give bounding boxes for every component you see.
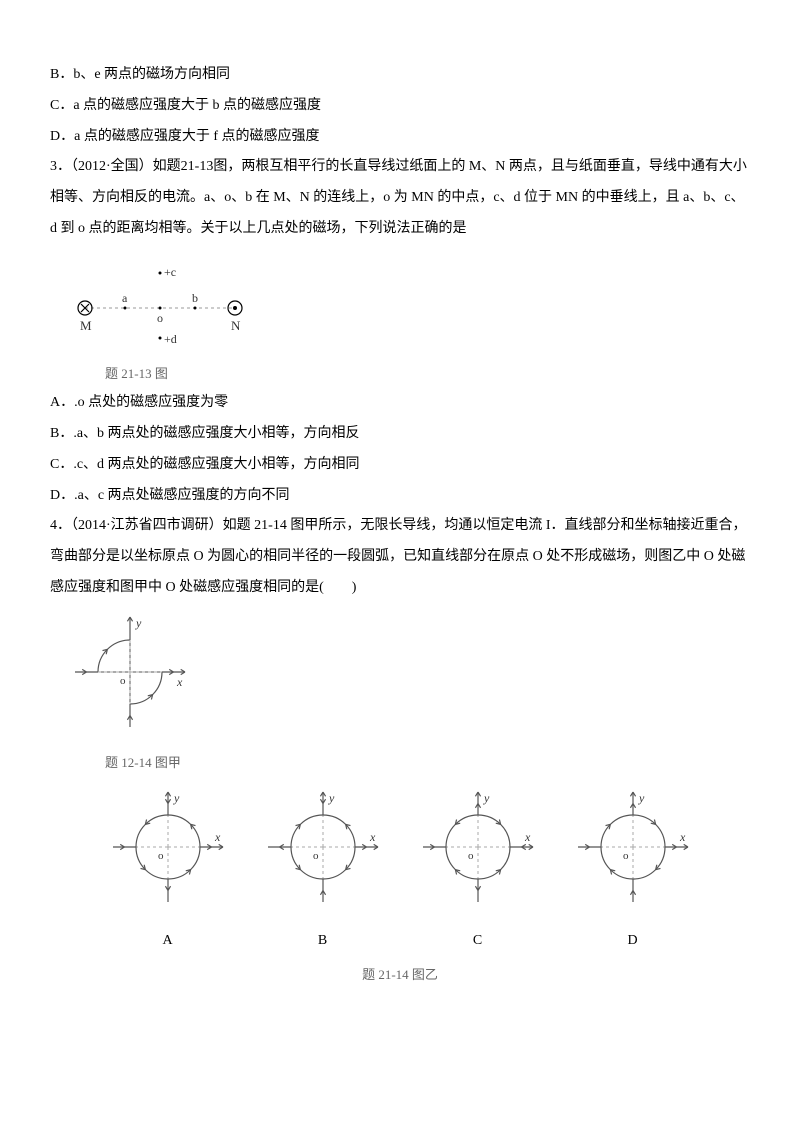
svg-text:o: o [120, 675, 126, 687]
label-c: C [418, 926, 538, 957]
svg-text:o: o [623, 850, 629, 862]
svg-text:a: a [122, 291, 128, 305]
svg-text:N: N [231, 318, 241, 333]
svg-text:x: x [176, 675, 183, 689]
option-fig-d: x y o [573, 787, 693, 907]
q3-opt-b: B．.a、b 两点处的磁感应强度大小相等，方向相反 [50, 419, 750, 450]
svg-text:y: y [135, 616, 142, 630]
figure-21-13-caption: 题 21-13 图 [105, 360, 750, 389]
label-b: B [263, 926, 383, 957]
figure-21-14-a-caption: 题 12-14 图甲 [105, 749, 750, 778]
figure-21-13: M Na b o +c +d [70, 253, 750, 356]
svg-text:y: y [328, 791, 335, 805]
svg-text:o: o [157, 311, 163, 325]
q3-opt-c: C．.c、d 两点处的磁感应强度大小相等，方向相同 [50, 450, 750, 481]
svg-text:y: y [173, 791, 180, 805]
svg-text:o: o [313, 850, 319, 862]
q4-stem: 4．（2014·江苏省四市调研）如题 21-14 图甲所示，无限长导线，均通以恒… [50, 511, 750, 603]
svg-text:x: x [214, 830, 221, 844]
svg-text:M: M [80, 318, 92, 333]
svg-text:y: y [483, 791, 490, 805]
opt-1d: D．a 点的磁感应强度大于 f 点的磁感应强度 [50, 122, 750, 153]
svg-text:o: o [468, 850, 474, 862]
svg-text:x: x [369, 830, 376, 844]
svg-text:+d: +d [164, 332, 177, 343]
q3-opt-a: A．.o 点处的磁感应强度为零 [50, 388, 750, 419]
option-fig-c: x y o [418, 787, 538, 907]
svg-text:x: x [524, 830, 531, 844]
q3-stem: 3．（2012·全国）如题21-13图，两根互相平行的长直导线过纸面上的 M、N… [50, 152, 750, 244]
q3-opt-d: D．.a、c 两点处磁感应强度的方向不同 [50, 481, 750, 512]
svg-text:+c: +c [164, 265, 176, 279]
opt-1b: B．b、e 两点的磁场方向相同 [50, 60, 750, 91]
label-d: D [573, 926, 693, 957]
svg-text:b: b [192, 291, 198, 305]
option-fig-a: x y o [108, 787, 228, 907]
label-a: A [108, 926, 228, 957]
svg-text:x: x [679, 830, 686, 844]
figure-21-14-b-caption: 题 21-14 图乙 [50, 961, 750, 990]
option-fig-b: x y o [263, 787, 383, 907]
figure-21-14-a: x y o [70, 612, 750, 745]
figure-21-14-b-row: x y o A x y o B x y o C x y o D [90, 787, 710, 957]
opt-1c: C．a 点的磁感应强度大于 b 点的磁感应强度 [50, 91, 750, 122]
svg-text:o: o [158, 850, 164, 862]
svg-text:y: y [638, 791, 645, 805]
